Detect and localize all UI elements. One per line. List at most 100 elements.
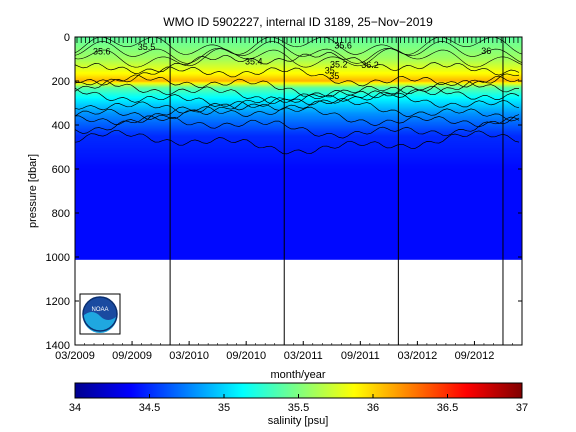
salinity-band bbox=[75, 78, 522, 81]
salinity-band bbox=[75, 138, 522, 140]
salinity-band bbox=[75, 226, 522, 228]
salinity-band bbox=[75, 49, 522, 51]
salinity-band bbox=[75, 166, 522, 169]
salinity-band bbox=[75, 171, 522, 173]
salinity-band bbox=[75, 150, 522, 152]
salinity-band bbox=[75, 136, 522, 138]
salinity-band bbox=[75, 73, 522, 75]
x-axis-label: month/year bbox=[270, 369, 325, 381]
salinity-band bbox=[75, 123, 522, 126]
colorbar-tick-label: 35.5 bbox=[288, 402, 309, 414]
salinity-band bbox=[75, 242, 522, 245]
salinity-band bbox=[75, 129, 522, 132]
salinity-band bbox=[75, 196, 522, 199]
y-tick-label: 0 bbox=[64, 32, 70, 44]
salinity-band bbox=[75, 139, 522, 141]
salinity-band bbox=[75, 143, 522, 146]
salinity-band bbox=[75, 57, 522, 60]
salinity-band bbox=[75, 118, 522, 121]
salinity-band bbox=[75, 145, 522, 148]
salinity-band bbox=[75, 107, 522, 110]
salinity-band bbox=[75, 115, 522, 117]
salinity-band bbox=[75, 109, 522, 112]
salinity-band bbox=[75, 193, 522, 195]
salinity-band bbox=[75, 39, 522, 41]
salinity-band bbox=[75, 134, 522, 137]
y-tick-label: 600 bbox=[52, 164, 70, 176]
salinity-band bbox=[75, 153, 522, 156]
salinity-band bbox=[75, 211, 522, 214]
contour-line bbox=[75, 37, 522, 55]
salinity-band bbox=[75, 160, 522, 162]
salinity-band bbox=[75, 133, 522, 136]
salinity-band bbox=[75, 83, 522, 85]
colorbar: 34 34.5 35 35.5 36 36.5 37 salinity [psu] bbox=[69, 382, 528, 427]
salinity-band bbox=[75, 162, 522, 165]
salinity-band bbox=[75, 246, 522, 248]
salinity-band bbox=[75, 40, 522, 42]
salinity-band bbox=[75, 235, 522, 237]
salinity-band bbox=[75, 97, 522, 100]
salinity-band bbox=[75, 215, 522, 217]
salinity-band bbox=[75, 222, 522, 225]
salinity-band bbox=[75, 159, 522, 161]
colorbar-label: salinity [psu] bbox=[268, 415, 329, 427]
y-tick-label: 800 bbox=[52, 208, 70, 220]
salinity-band bbox=[75, 79, 522, 82]
salinity-band bbox=[75, 192, 522, 194]
salinity-band bbox=[75, 173, 522, 176]
salinity-band bbox=[75, 142, 522, 145]
colorbar-tick-label: 36.5 bbox=[437, 402, 458, 414]
salinity-band bbox=[75, 189, 522, 192]
salinity-band bbox=[75, 233, 522, 236]
salinity-band bbox=[75, 247, 522, 249]
salinity-band bbox=[75, 71, 522, 73]
salinity-band bbox=[75, 187, 522, 190]
salinity-band bbox=[75, 84, 522, 86]
salinity-band bbox=[75, 249, 522, 251]
salinity-band bbox=[75, 101, 522, 104]
salinity-band bbox=[75, 72, 522, 74]
contour-line bbox=[75, 129, 520, 155]
salinity-band bbox=[75, 42, 522, 45]
salinity-band bbox=[75, 254, 522, 257]
salinity-band bbox=[75, 170, 522, 172]
x-tick-label: 03/2011 bbox=[284, 350, 323, 362]
colorbar-tick-label: 34.5 bbox=[139, 402, 160, 414]
salinity-band bbox=[75, 252, 522, 255]
contour-label: 35.6 bbox=[334, 40, 352, 50]
salinity-band bbox=[75, 114, 522, 116]
colorbar-tick-label: 35 bbox=[218, 402, 230, 414]
salinity-band bbox=[75, 126, 522, 128]
salinity-band bbox=[75, 204, 522, 206]
salinity-band bbox=[75, 76, 522, 79]
salinity-band bbox=[75, 121, 522, 124]
contour-label: 35 bbox=[325, 65, 335, 75]
salinity-band bbox=[75, 108, 522, 111]
salinity-band bbox=[75, 181, 522, 183]
salinity-band bbox=[75, 63, 522, 66]
salinity-band bbox=[75, 183, 522, 185]
colorbar-tick-label: 34 bbox=[69, 402, 81, 414]
x-tick-label: 09/2009 bbox=[112, 350, 152, 362]
salinity-band bbox=[75, 240, 522, 243]
salinity-band bbox=[75, 172, 522, 174]
salinity-band bbox=[75, 131, 522, 134]
salinity-band bbox=[75, 43, 522, 46]
salinity-band bbox=[75, 205, 522, 207]
salinity-band bbox=[75, 105, 522, 107]
y-tick-label: 200 bbox=[52, 76, 70, 88]
salinity-band bbox=[75, 56, 522, 59]
salinity-band bbox=[75, 141, 522, 144]
salinity-band bbox=[75, 122, 522, 125]
salinity-band bbox=[75, 116, 522, 118]
salinity-band bbox=[75, 228, 522, 231]
salinity-band bbox=[75, 52, 522, 55]
salinity-band bbox=[75, 165, 522, 168]
salinity-band bbox=[75, 156, 522, 159]
salinity-band bbox=[75, 210, 522, 213]
y-tick-label: 1000 bbox=[46, 252, 70, 264]
